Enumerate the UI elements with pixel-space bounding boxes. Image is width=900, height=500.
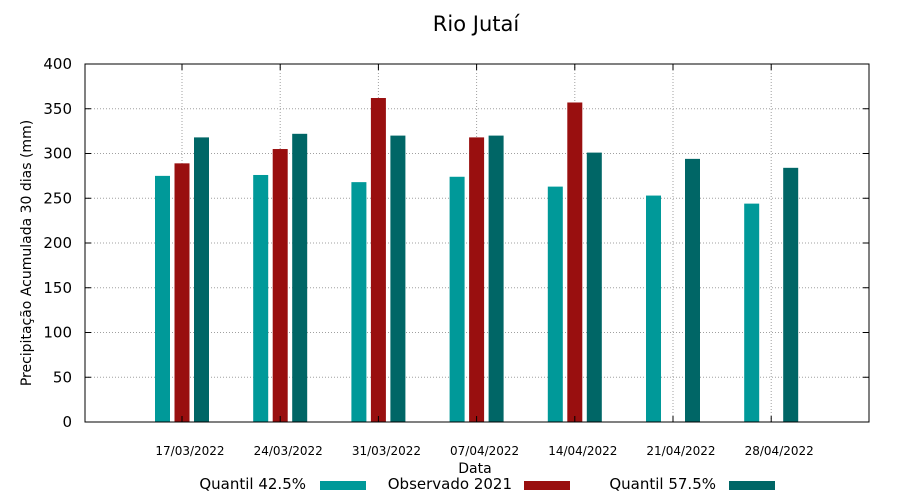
bar-1 <box>449 176 465 422</box>
bar-2 <box>567 102 583 423</box>
y-axis-ticks: 0 50 100 150 200 250 300 350 400 <box>43 55 869 431</box>
bar-2 <box>174 163 190 422</box>
legend-swatch <box>524 481 570 490</box>
y-axis-label: Precipitação Acumulada 30 dias (mm) <box>19 120 35 386</box>
x-axis-label: Data <box>458 461 491 477</box>
bar-1 <box>155 175 170 422</box>
legend: Quantil 42.5% Observado 2021 Quantil 57.5% <box>199 475 775 493</box>
bar-1 <box>646 195 661 422</box>
bar-3 <box>390 135 406 422</box>
bar-3 <box>488 135 504 422</box>
bar-3 <box>586 152 602 423</box>
x-axis-ticks: 17/03/2022 24/03/2022 31/03/2022 07/04/2022… <box>155 64 814 458</box>
bar-1 <box>253 174 269 422</box>
y-tick-label: 250 <box>43 189 72 207</box>
x-tick-label: 24/03/2022 <box>254 444 323 458</box>
bar-3 <box>194 137 209 422</box>
legend-label: Quantil 42.5% <box>199 475 306 493</box>
x-tick-label: 14/04/2022 <box>548 444 617 458</box>
bar-2 <box>272 149 288 422</box>
legend-swatch <box>320 481 366 490</box>
bar-2 <box>370 98 386 422</box>
y-tick-label: 200 <box>43 234 72 252</box>
y-tick-label: 300 <box>43 145 72 163</box>
y-tick-label: 50 <box>53 368 72 386</box>
y-tick-label: 100 <box>43 324 72 342</box>
y-tick-label: 150 <box>43 279 72 297</box>
x-tick-label: 17/03/2022 <box>155 444 224 458</box>
bar-3 <box>783 167 799 422</box>
bar-3 <box>685 158 700 422</box>
x-tick-label: 21/04/2022 <box>646 444 715 458</box>
legend-label: Quantil 57.5% <box>609 475 716 493</box>
y-tick-label: 400 <box>43 55 72 73</box>
x-tick-label: 28/04/2022 <box>745 444 814 458</box>
y-tick-label: 0 <box>62 413 72 431</box>
x-tick-label: 07/04/2022 <box>450 444 519 458</box>
bar-1 <box>351 182 367 422</box>
x-tick-label: 31/03/2022 <box>352 444 421 458</box>
bar-1 <box>547 186 563 422</box>
bars <box>155 98 799 423</box>
legend-swatch <box>729 481 775 490</box>
chart-title: Rio Jutaí <box>433 12 521 36</box>
bar-1 <box>744 203 760 422</box>
legend-label: Observado 2021 <box>388 475 512 493</box>
bar-2 <box>469 137 485 422</box>
y-tick-label: 350 <box>43 100 72 118</box>
bar-3 <box>292 133 308 422</box>
